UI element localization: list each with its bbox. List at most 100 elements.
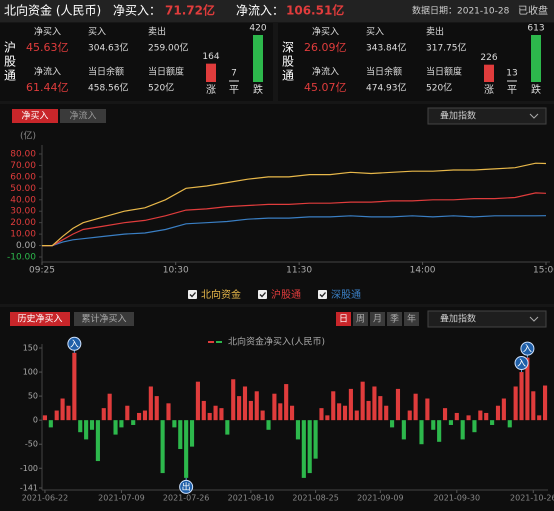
x-tick-label: 2021-06-22 — [22, 494, 69, 503]
period-button[interactable] — [387, 312, 402, 326]
y-tick-label: 30.00 — [10, 207, 36, 217]
bar — [348, 388, 353, 421]
period-label[interactable]: 年 — [407, 313, 416, 325]
field-label: 卖出 — [426, 26, 444, 38]
bar — [213, 405, 218, 421]
breadth-bar — [229, 80, 239, 82]
bar — [48, 420, 53, 428]
bar — [378, 396, 383, 421]
field-value: 304.63亿 — [88, 42, 129, 54]
field-value: 45.63亿 — [26, 41, 69, 54]
bar — [460, 420, 465, 440]
y-tick-label: 0.00 — [16, 241, 36, 251]
x-tick-label: 2021-07-09 — [98, 494, 145, 503]
bar — [472, 420, 477, 433]
overlay-dropdown[interactable] — [427, 310, 547, 328]
bar — [148, 386, 153, 421]
x-tick-label: 2021-10-26 — [510, 494, 554, 503]
tab[interactable] — [12, 109, 58, 123]
marker-label[interactable]: 入 — [70, 339, 79, 350]
bar — [519, 372, 524, 421]
net-inflow-label: 净流入： — [236, 4, 284, 18]
bar — [431, 420, 436, 430]
breadth-bar — [531, 35, 541, 82]
period-button[interactable] — [353, 312, 368, 326]
bar — [119, 420, 124, 428]
y-tick-label: 70.00 — [10, 161, 36, 171]
period-label[interactable]: 日 — [339, 314, 348, 325]
bar — [466, 415, 471, 421]
period-label[interactable]: 月 — [373, 314, 382, 325]
period-label[interactable]: 季 — [390, 313, 399, 325]
series-line — [42, 162, 547, 247]
legend-label[interactable]: 深股通 — [331, 289, 361, 301]
overlay-label[interactable]: 叠加指数 — [440, 110, 476, 122]
panel-bg — [278, 23, 554, 101]
field-value: 474.93亿 — [366, 82, 407, 94]
bar — [384, 405, 389, 421]
bar — [395, 388, 401, 421]
dropdown-caret — [529, 113, 539, 119]
bar — [425, 398, 430, 421]
x-tick-label: 2021-08-25 — [292, 494, 339, 503]
marker-label[interactable]: 入 — [517, 358, 526, 369]
overlay-label[interactable]: 叠加指数 — [440, 313, 476, 325]
bar — [107, 393, 112, 421]
field-value: 458.56亿 — [88, 82, 129, 94]
y-tick-label: -100 — [20, 464, 38, 473]
tab[interactable] — [74, 312, 134, 326]
x-tick-label: 11:30 — [286, 266, 312, 276]
marker-label[interactable]: 出 — [182, 481, 191, 493]
tab[interactable] — [10, 312, 70, 326]
tab-label[interactable]: 累计净买入 — [81, 313, 126, 325]
overlay-dropdown[interactable] — [427, 107, 547, 125]
marker-label[interactable]: 入 — [523, 344, 532, 355]
breadth-count: 420 — [249, 24, 266, 34]
marker[interactable] — [179, 479, 194, 494]
tab-label[interactable]: 净流入 — [69, 110, 96, 122]
bar — [248, 400, 253, 421]
period-label[interactable]: 周 — [356, 314, 365, 325]
field-value: 26.09亿 — [304, 41, 347, 54]
breadth-bar — [507, 80, 517, 82]
field-label: 净流入 — [312, 66, 339, 78]
tab-label[interactable]: 净买入 — [21, 110, 48, 122]
field-value: 520亿 — [426, 82, 452, 94]
tab-label[interactable]: 历史净买入 — [17, 313, 62, 325]
legend-label[interactable]: 北向资金 — [201, 288, 241, 301]
field-label: 净买入 — [34, 26, 61, 38]
bar — [207, 412, 212, 421]
bar — [266, 420, 271, 430]
bar — [366, 400, 371, 421]
marker[interactable] — [67, 336, 82, 351]
bar — [131, 420, 136, 425]
marker[interactable] — [520, 341, 535, 356]
bar — [342, 405, 348, 421]
legend-label[interactable]: 沪股通 — [271, 288, 301, 301]
tab[interactable] — [60, 109, 106, 123]
breadth-label: 涨 — [484, 84, 494, 96]
y-tick-label: 50.00 — [10, 184, 36, 194]
y-tick-label: 0 — [33, 416, 38, 425]
bar — [313, 420, 318, 459]
bar — [478, 410, 483, 421]
marker[interactable] — [514, 356, 529, 371]
period-button[interactable] — [404, 312, 419, 326]
checkmark — [259, 292, 266, 298]
y-tick-label: -10.00 — [7, 253, 36, 263]
dropdown-caret — [529, 316, 539, 322]
bar — [360, 381, 365, 421]
bar — [189, 420, 195, 447]
period-button[interactable] — [370, 312, 385, 326]
bar — [154, 396, 159, 421]
bar — [78, 420, 83, 433]
legend-checkbox[interactable] — [188, 290, 197, 299]
period-button[interactable] — [336, 312, 351, 326]
legend-checkbox[interactable] — [258, 290, 267, 299]
net-buy-label: 净买入： — [113, 4, 161, 18]
legend-checkbox[interactable] — [318, 290, 327, 299]
series-line — [42, 192, 547, 247]
net-inflow-value: 106.51亿 — [286, 3, 344, 18]
x-tick-label: 14:00 — [410, 266, 436, 276]
